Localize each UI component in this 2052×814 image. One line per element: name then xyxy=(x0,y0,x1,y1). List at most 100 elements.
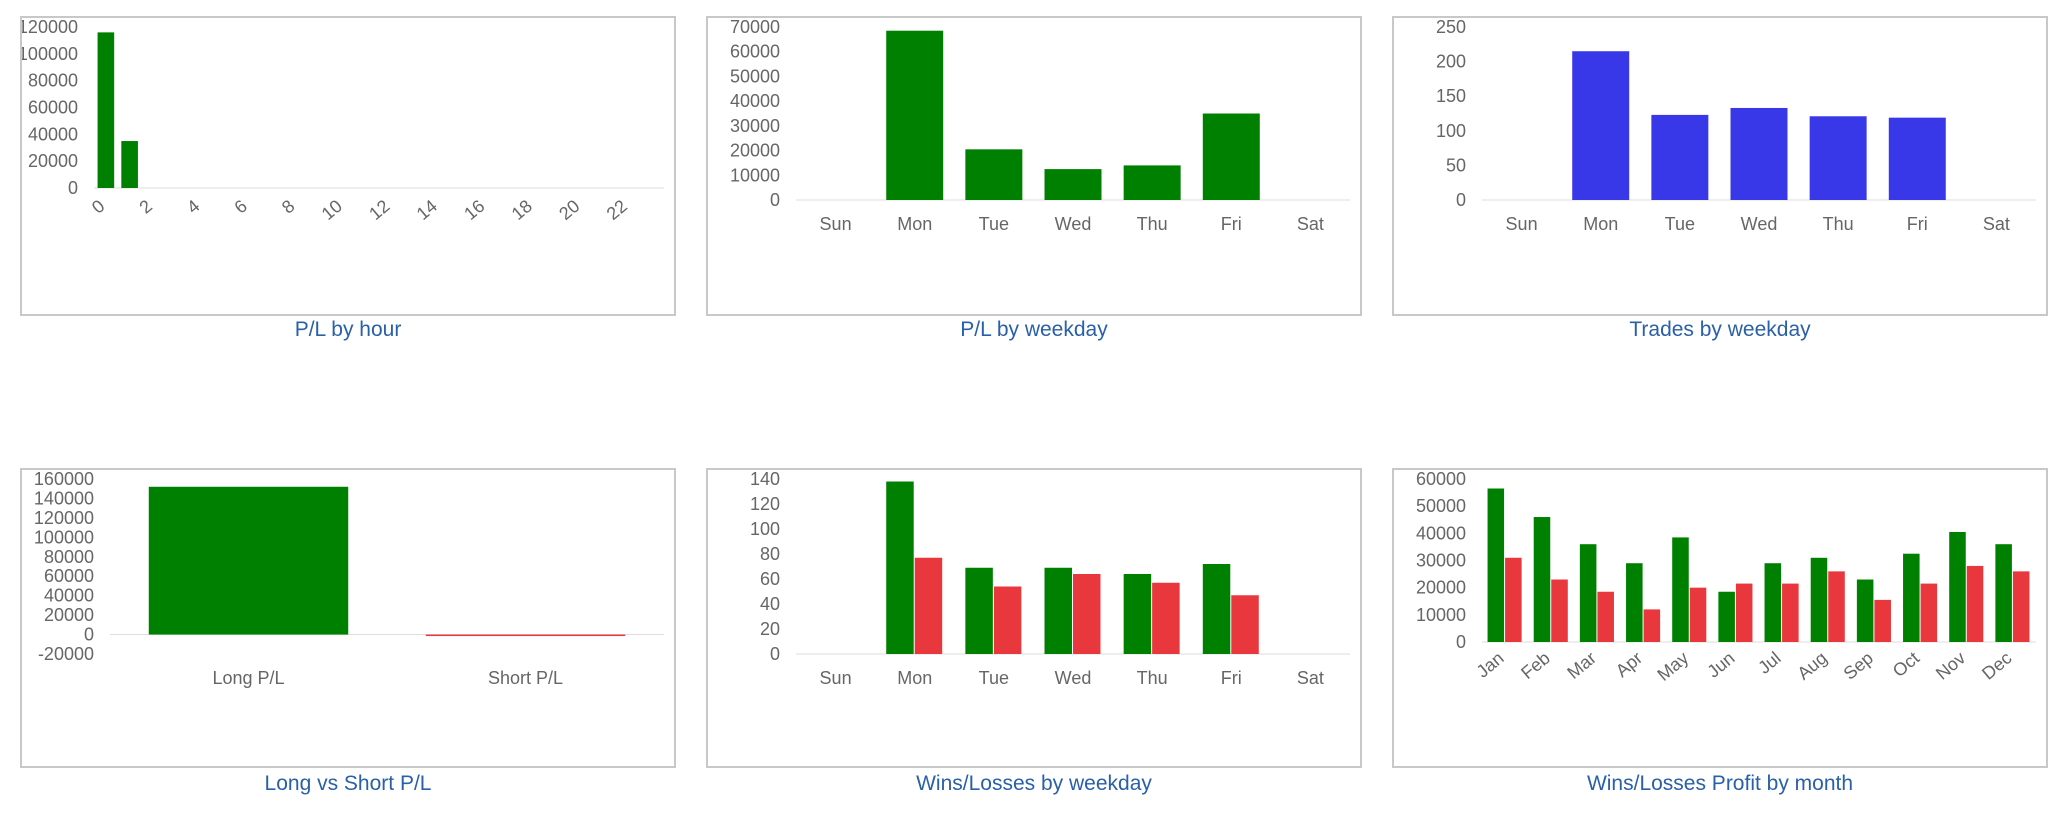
x-tick-label: 2 xyxy=(135,196,156,218)
x-tick-label: Jul xyxy=(1754,648,1784,678)
bar xyxy=(1044,169,1102,200)
bar xyxy=(1828,571,1845,642)
y-tick-label: 20000 xyxy=(1416,578,1466,598)
bar xyxy=(1202,113,1260,200)
y-tick-label: 200 xyxy=(1436,52,1466,72)
y-tick-label: 40000 xyxy=(44,586,94,606)
x-tick-label: Tue xyxy=(1665,214,1695,234)
x-tick-label: Dec xyxy=(1978,648,2015,684)
x-tick-label: 18 xyxy=(508,196,536,224)
bar xyxy=(425,634,626,637)
bar xyxy=(121,141,138,188)
bar xyxy=(886,30,944,201)
y-tick-label: 50 xyxy=(1446,155,1466,175)
y-tick-label: 0 xyxy=(1456,190,1466,210)
bar xyxy=(1856,579,1874,642)
x-tick-label: Mon xyxy=(897,668,932,688)
bar xyxy=(1152,582,1180,654)
bar xyxy=(1231,595,1259,654)
wins-losses-profit-by-month-svg: 0 10000 20000 30000 40000 50000 60000 Jan Feb Mar… xyxy=(1416,470,2036,685)
bar xyxy=(148,486,349,635)
bar xyxy=(2012,571,2030,642)
y-tick-label: 20000 xyxy=(44,605,94,625)
y-tick-label: 0 xyxy=(770,644,780,664)
bar xyxy=(1782,583,1799,642)
x-tick-label: Mar xyxy=(1563,648,1600,683)
x-tick-label: Feb xyxy=(1517,648,1554,683)
bar xyxy=(1920,583,1938,642)
y-tick-label: 150 xyxy=(1436,86,1466,106)
x-tick-label: Fri xyxy=(1221,668,1242,688)
y-tick-label: 10000 xyxy=(1416,605,1466,625)
x-tick-label: May xyxy=(1653,648,1692,685)
bar xyxy=(1949,531,1966,642)
y-tick-label: 120000 xyxy=(22,18,78,37)
y-tick-label: 120000 xyxy=(34,508,94,528)
y-tick-label: 60000 xyxy=(1416,470,1466,489)
wins-losses-by-weekday-chart: 0 20 40 60 80 100 120 140 Sun Mon Tue Wed Thu Fri Sat xyxy=(706,468,1362,768)
x-tick-label: Tue xyxy=(979,214,1009,234)
y-tick-label: 50000 xyxy=(1416,496,1466,516)
wins-losses-by-weekday-svg: 0 20 40 60 80 100 120 140 Sun Mon Tue Wed Thu Fri Sat xyxy=(750,470,1350,688)
pl-by-weekday-caption: P/L by weekday xyxy=(960,318,1108,341)
bar xyxy=(1073,574,1101,654)
y-tick-label: 160000 xyxy=(34,470,94,489)
y-tick-label: 40000 xyxy=(28,124,78,144)
y-tick-label: 80 xyxy=(760,544,780,564)
y-tick-label: 30000 xyxy=(730,116,780,136)
bar xyxy=(1487,488,1505,642)
y-tick-label: 20 xyxy=(760,619,780,639)
y-tick-label: 250 xyxy=(1436,18,1466,37)
long-vs-short-svg: -200000200004000060000800001000001200001… xyxy=(34,470,664,688)
x-tick-label: 10 xyxy=(318,196,346,224)
x-tick-label: Long P/L xyxy=(212,668,284,688)
y-tick-label: 100000 xyxy=(34,527,94,547)
bar xyxy=(914,557,943,654)
trades-by-weekday-svg: 0 50 100 150 200 250 Sun Mon Tue Wed Thu Fri Sat xyxy=(1436,18,2036,234)
trades-by-weekday-chart: 0 50 100 150 200 250 Sun Mon Tue Wed Thu Fri Sat xyxy=(1392,16,2048,316)
pl-by-hour-svg: 0 20000 40000 60000 80000 100000 120000 0 2 4 6 8 10… xyxy=(22,18,664,224)
bar xyxy=(1123,165,1181,200)
y-tick-label: 60000 xyxy=(28,98,78,118)
x-tick-label: Fri xyxy=(1907,214,1928,234)
bar xyxy=(1651,114,1709,200)
bar xyxy=(1730,107,1788,200)
bar xyxy=(1202,564,1231,654)
y-tick-label: 20000 xyxy=(28,151,78,171)
x-tick-label: Nov xyxy=(1932,648,1969,684)
pl-by-weekday-chart: 0 10000 20000 30000 40000 50000 60000 70000 Sun M… xyxy=(706,16,1362,316)
bar xyxy=(1672,537,1689,642)
bar xyxy=(1764,563,1782,642)
y-tick-label: 140000 xyxy=(34,488,94,508)
bar xyxy=(1579,544,1597,642)
y-tick-label: 100 xyxy=(1436,121,1466,141)
bar xyxy=(1735,583,1753,642)
trades-by-weekday-caption: Trades by weekday xyxy=(1629,318,1811,341)
long-vs-short-caption: Long vs Short P/L xyxy=(264,772,432,795)
bar xyxy=(886,481,914,654)
bar xyxy=(1533,517,1551,642)
x-tick-label: 8 xyxy=(278,196,299,218)
x-tick-label: Sun xyxy=(820,668,852,688)
bar xyxy=(1643,609,1661,642)
x-tick-label: Wed xyxy=(1055,214,1092,234)
x-tick-label: Jun xyxy=(1703,648,1738,682)
y-tick-label: 30000 xyxy=(1416,551,1466,571)
y-tick-label: 120 xyxy=(750,494,780,514)
x-tick-label: Thu xyxy=(1137,214,1168,234)
x-tick-label: 4 xyxy=(183,196,204,218)
x-tick-label: 12 xyxy=(365,196,393,224)
y-tick-label: 80000 xyxy=(28,71,78,91)
y-tick-label: 50000 xyxy=(730,66,780,86)
bar xyxy=(1718,591,1735,642)
x-tick-label: 20 xyxy=(555,196,583,224)
bar xyxy=(1626,563,1643,642)
x-tick-label: Wed xyxy=(1055,668,1092,688)
bar xyxy=(1888,117,1946,200)
x-tick-label: Sat xyxy=(1297,668,1324,688)
wins-losses-profit-by-month-chart: 0 10000 20000 30000 40000 50000 60000 Jan Feb Mar… xyxy=(1392,468,2048,768)
x-tick-label: Sat xyxy=(1983,214,2010,234)
bar xyxy=(1123,574,1152,654)
bar xyxy=(1966,565,1984,642)
y-tick-label: 10000 xyxy=(730,165,780,185)
